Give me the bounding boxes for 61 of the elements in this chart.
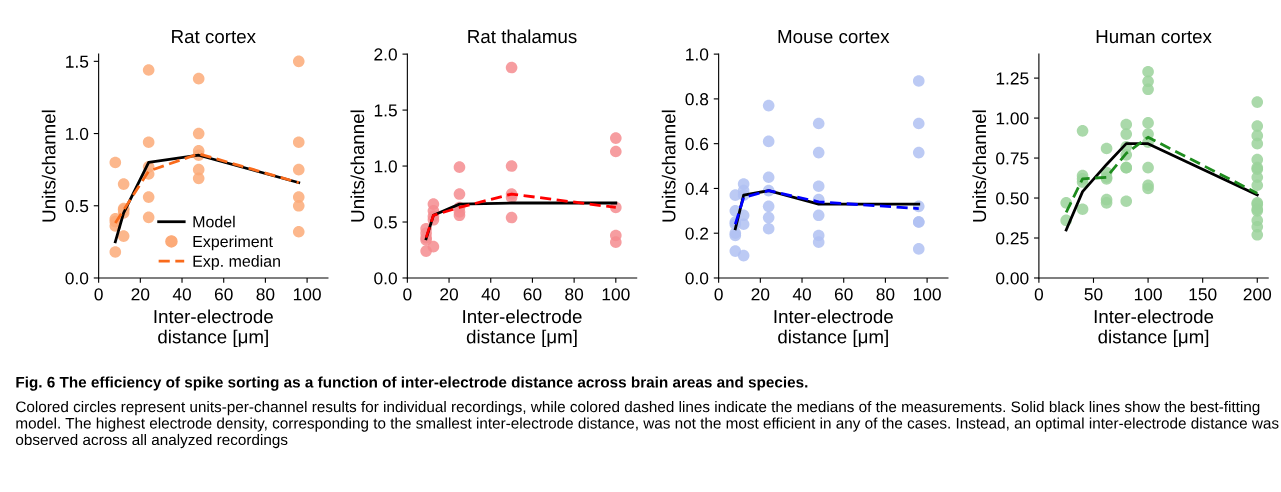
- x-tick-label: 20: [131, 288, 150, 301]
- y-axis-title: Units/channel: [972, 110, 987, 222]
- chart-title: Human cortex: [1096, 30, 1212, 44]
- caption: Fig. 6 The efficiency of spike sorting as a function of inter-electrode distance across brain areas and species.: [16, 376, 808, 391]
- x-tick-label: 40: [172, 288, 191, 301]
- y-tick-label: 0.25: [996, 232, 1029, 245]
- chart-title: Mouse cortex: [778, 30, 890, 44]
- y-tick-label: 0.5: [374, 216, 397, 229]
- y-tick-label: 0.50: [996, 192, 1029, 205]
- x-tick-label: 20: [751, 288, 770, 301]
- legend-label: Experiment: [193, 235, 273, 251]
- chart-title: Rat cortex: [172, 30, 256, 44]
- y-tick-label: 0.0: [374, 272, 397, 285]
- text: Colored circles represent units-per-channel results for individual recordings, while colored dashed lines indicate the medians of the measurements. Solid black lines show the best-fitting model. The highest electrode density, corresponding to the smallest inter-electrode distance, was not the most efficient in any of the cases. Instead, an optimal inter-electrode distance was observed across all analyzed recordings: [16, 400, 1279, 449]
- y-tick-label: 1.0: [66, 127, 89, 141]
- y-tick-label: 0.00: [996, 272, 1029, 285]
- x-tick-label: 80: [565, 288, 584, 301]
- y-tick-label: 0.6: [685, 137, 709, 151]
- y-tick-label: 1.5: [374, 104, 397, 117]
- x-tick-label: 40: [481, 288, 500, 301]
- y-tick-label: 0.4: [685, 182, 709, 195]
- x-tick-label: 150: [1189, 288, 1217, 301]
- x-tick-label: 60: [214, 288, 233, 301]
- x-tick-label: 100: [1134, 288, 1162, 301]
- x-tick-label: 20: [440, 288, 459, 301]
- legend-label: Model: [193, 215, 235, 228]
- x-tick-label: 0: [94, 288, 103, 301]
- y-axis-title: Units/channel: [350, 110, 365, 222]
- y-axis-title: Units/channel: [661, 110, 676, 222]
- x-tick-label: 50: [1084, 288, 1103, 301]
- x-tick-label: 40: [792, 288, 811, 301]
- x-axis-title: Inter-electrode distance [μm]: [1094, 309, 1214, 348]
- x-axis-title: Inter-electrode distance [μm]: [463, 309, 582, 348]
- x-axis-title: Inter-electrode distance [μm]: [774, 309, 893, 348]
- y-tick-label: 1.5: [66, 55, 89, 68]
- x-tick-label: 100: [293, 288, 321, 301]
- x-tick-label: 80: [256, 288, 275, 301]
- x-tick-label: 60: [523, 288, 542, 301]
- x-axis-title: Inter-electrode distance [μm]: [154, 309, 273, 348]
- y-axis-title: Units/channel: [41, 110, 56, 222]
- legend-label: Exp. median: [193, 255, 280, 270]
- y-tick-label: 0.5: [65, 199, 89, 213]
- y-tick-label: 0.0: [685, 272, 709, 285]
- x-tick-label: 0: [714, 288, 723, 301]
- x-tick-label: 60: [834, 288, 853, 301]
- x-tick-label: 100: [602, 288, 630, 301]
- y-tick-label: 1.0: [686, 48, 709, 61]
- y-tick-label: 0.75: [996, 152, 1029, 165]
- x-tick-label: 80: [876, 288, 895, 301]
- y-tick-label: 1.00: [996, 112, 1029, 125]
- y-tick-label: 0.0: [65, 272, 89, 285]
- y-tick-label: 0.2: [685, 227, 709, 240]
- x-tick-label: 100: [913, 288, 941, 301]
- y-tick-label: 1.0: [374, 160, 397, 173]
- x-tick-label: 0: [1034, 288, 1044, 301]
- x-tick-label: 0: [403, 288, 412, 301]
- x-tick-label: 200: [1243, 288, 1272, 301]
- chart-title: Rat thalamus: [468, 29, 577, 44]
- y-tick-label: 2.0: [374, 48, 397, 61]
- y-tick-label: 0.8: [685, 93, 709, 106]
- y-tick-label: 1.25: [996, 72, 1029, 85]
